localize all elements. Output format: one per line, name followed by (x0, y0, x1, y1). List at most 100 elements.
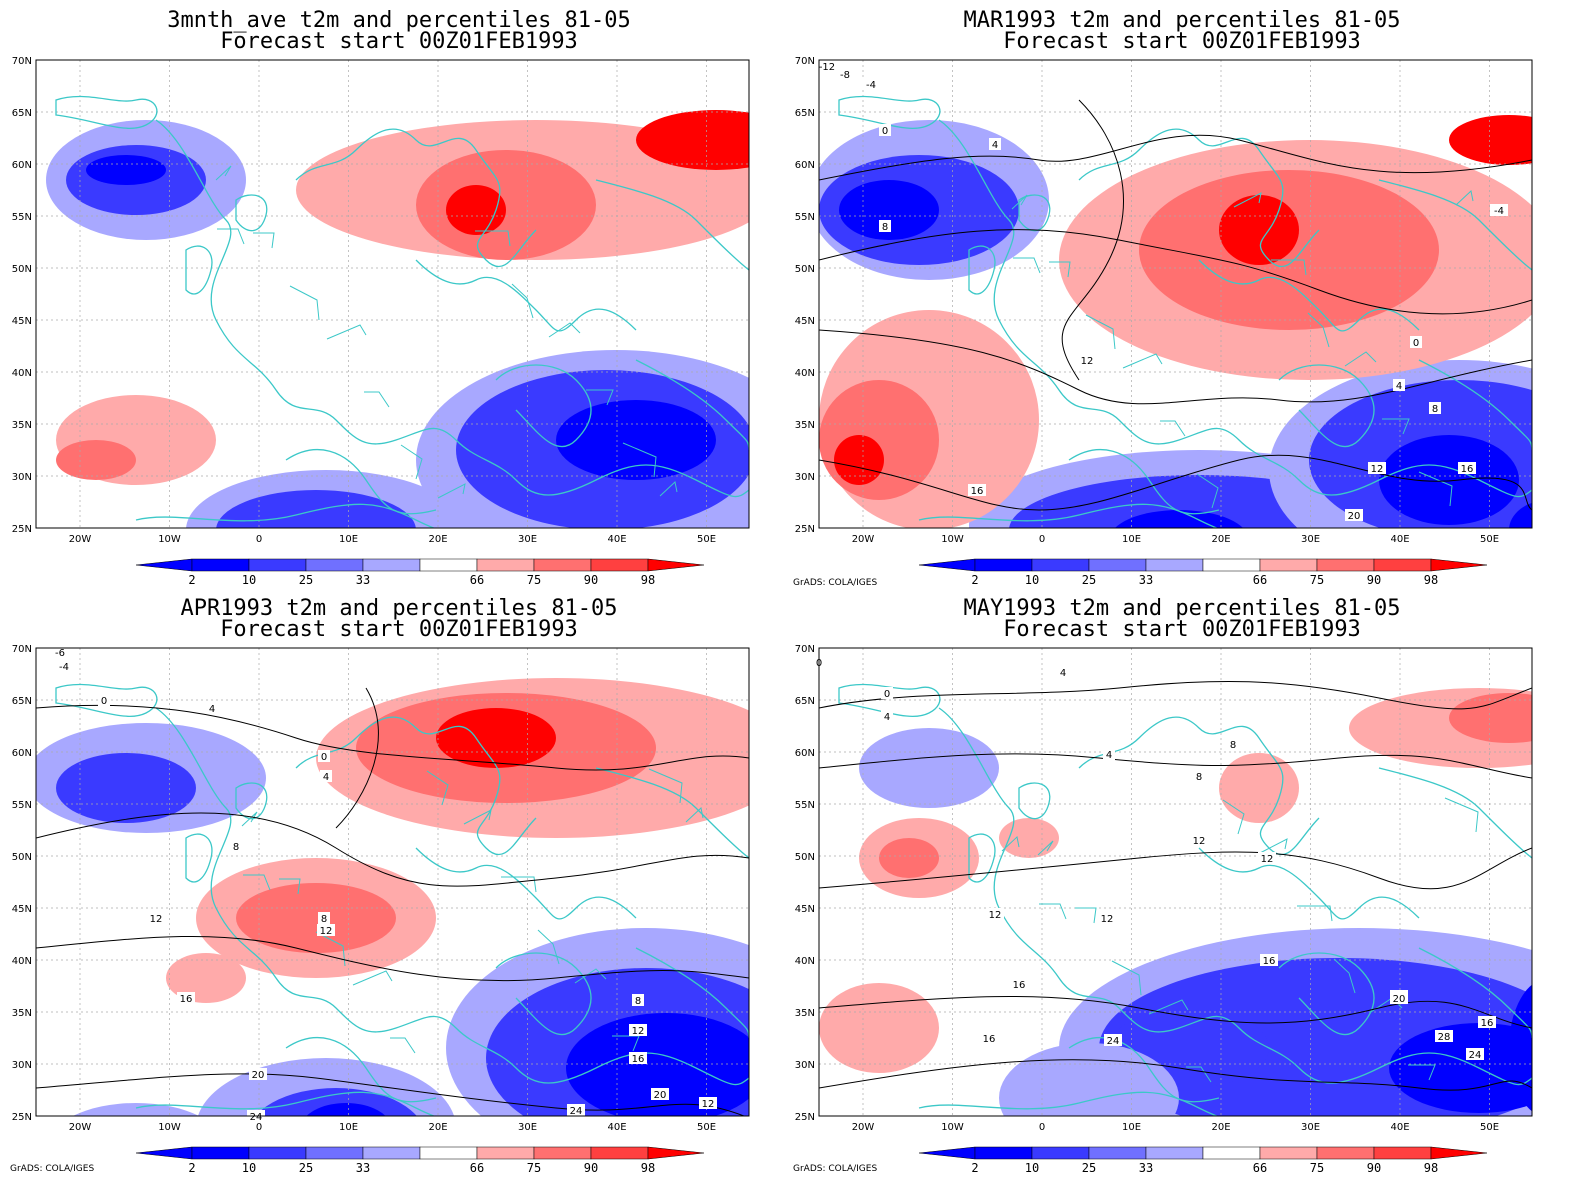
svg-text:12: 12 (989, 910, 1002, 921)
lon-label: 30E (518, 534, 537, 545)
svg-text:4: 4 (992, 140, 998, 151)
lon-label: 20W (69, 534, 92, 545)
map-area (819, 60, 1532, 528)
contour-label: 24 (1104, 1034, 1122, 1047)
lat-label: 45N (795, 316, 815, 327)
contour-label: 4 (1057, 666, 1069, 679)
contour-label: 16 (1458, 462, 1476, 475)
lat-label: 40N (795, 368, 815, 379)
contour-label: 16 (1010, 978, 1028, 991)
svg-text:16: 16 (1461, 464, 1474, 475)
contour-label: 28 (1435, 1030, 1453, 1043)
svg-text:16: 16 (632, 1054, 645, 1065)
colorbar-tick-label: 98 (1424, 573, 1438, 587)
contour-label: -8 (836, 68, 854, 81)
lat-label: 45N (795, 904, 815, 915)
svg-text:8: 8 (233, 842, 239, 853)
colorbar-tick-label: 66 (470, 1161, 484, 1175)
contour-label: 0 (881, 687, 893, 700)
lon-label: 0 (1039, 534, 1045, 545)
svg-text:-4: -4 (1494, 206, 1504, 217)
lon-label: 10E (339, 1122, 358, 1133)
lat-label: 25N (12, 524, 32, 535)
colorbar-tick-label: 98 (641, 1161, 655, 1175)
lat-label: 70N (12, 644, 32, 655)
colorbar-tick-label: 25 (1082, 1161, 1096, 1175)
lat-label: 25N (795, 1112, 815, 1123)
contour-label: 12 (1098, 912, 1116, 925)
lon-label: 10W (941, 534, 964, 545)
svg-text:16: 16 (1263, 956, 1276, 967)
svg-text:-12: -12 (819, 62, 835, 73)
lat-label: 45N (12, 316, 32, 327)
contour-label: 12 (986, 908, 1004, 921)
lon-label: 20W (852, 534, 875, 545)
contour-label: 16 (1478, 1016, 1496, 1029)
contour-label: 16 (968, 484, 986, 497)
lat-label: 30N (12, 472, 32, 483)
svg-text:16: 16 (983, 1034, 996, 1045)
lon-label: 20E (428, 1122, 447, 1133)
colorbar-tick-label: 75 (527, 573, 541, 587)
colorbar-tick-label: 10 (242, 1161, 256, 1175)
colorbar-tick-label: 2 (188, 573, 195, 587)
lat-label: 50N (12, 264, 32, 275)
contour-label: 12 (147, 912, 165, 925)
lat-label: 40N (795, 956, 815, 967)
svg-text:4: 4 (884, 712, 890, 723)
contour-label: 0 (879, 124, 891, 137)
colorbar: 2 10 25 33 66 75 90 98 (918, 1146, 1488, 1175)
panel-mar1993: MAR1993 t2m and percentiles 81-05 Foreca… (783, 0, 1581, 598)
contour-label: -4 (55, 660, 73, 673)
percentile-shading (36, 678, 749, 1116)
lat-label: 30N (795, 472, 815, 483)
colorbar-tick-label: 33 (356, 573, 370, 587)
contour-label: 4 (1393, 379, 1405, 392)
panel-title-line1: 3mnth_ave t2m and percentiles 81-05 (167, 8, 631, 33)
coastlines (838, 95, 1532, 528)
map-frame (35, 647, 750, 1117)
panel-title-line2: Forecast start 00Z01FEB1993 (1003, 29, 1361, 54)
temperature-contours (819, 99, 1532, 511)
contour-label: 8 (1193, 770, 1205, 783)
panel-title-line1: MAR1993 t2m and percentiles 81-05 (963, 8, 1401, 33)
lat-label: 50N (12, 852, 32, 863)
svg-text:-6: -6 (55, 648, 65, 659)
panel-title-line1: APR1993 t2m and percentiles 81-05 (180, 596, 618, 621)
svg-text:24: 24 (1469, 1050, 1482, 1061)
temperature-contours (36, 687, 749, 1116)
map-plot: 00448481212121216202428161624201670N65N6… (795, 644, 1533, 1175)
percentile-shading (819, 688, 1532, 1116)
svg-text:4: 4 (209, 704, 215, 715)
lon-label: 20W (852, 1122, 875, 1133)
contour-label: 4 (881, 710, 893, 723)
lat-label: 35N (12, 420, 32, 431)
lon-label: 40E (607, 534, 626, 545)
panel-title-line2: Forecast start 00Z01FEB1993 (1003, 617, 1361, 642)
colorbar: 2 10 25 33 66 75 90 98 (135, 558, 705, 587)
lat-label: 50N (795, 852, 815, 863)
map-area (819, 648, 1532, 1116)
svg-text:4: 4 (1396, 381, 1402, 392)
contour-label: 20 (1390, 992, 1408, 1005)
panel-apr1993: APR1993 t2m and percentiles 81-05 Foreca… (0, 588, 798, 1186)
contour-label: 16 (980, 1032, 998, 1045)
contour-label: -4 (1490, 204, 1508, 217)
svg-text:4: 4 (1106, 750, 1112, 761)
map-frame (35, 59, 750, 529)
colorbar: 2 10 25 33 66 75 90 98 (918, 558, 1488, 587)
contour-label: 8 (318, 912, 330, 925)
grid-lines (819, 648, 1532, 1116)
svg-text:8: 8 (882, 222, 888, 233)
grid-lines (819, 60, 1532, 528)
svg-text:12: 12 (632, 1026, 645, 1037)
lon-label: 10W (941, 1122, 964, 1133)
contour-label: 0 (318, 750, 330, 763)
lat-label: 40N (12, 368, 32, 379)
lon-label: 10E (339, 534, 358, 545)
colorbar-tick-label: 98 (1424, 1161, 1438, 1175)
svg-text:0: 0 (321, 752, 327, 763)
lat-label: 30N (795, 1060, 815, 1071)
colorbar-tick-label: 25 (299, 573, 313, 587)
colorbar-tick-label: 66 (1253, 1161, 1267, 1175)
